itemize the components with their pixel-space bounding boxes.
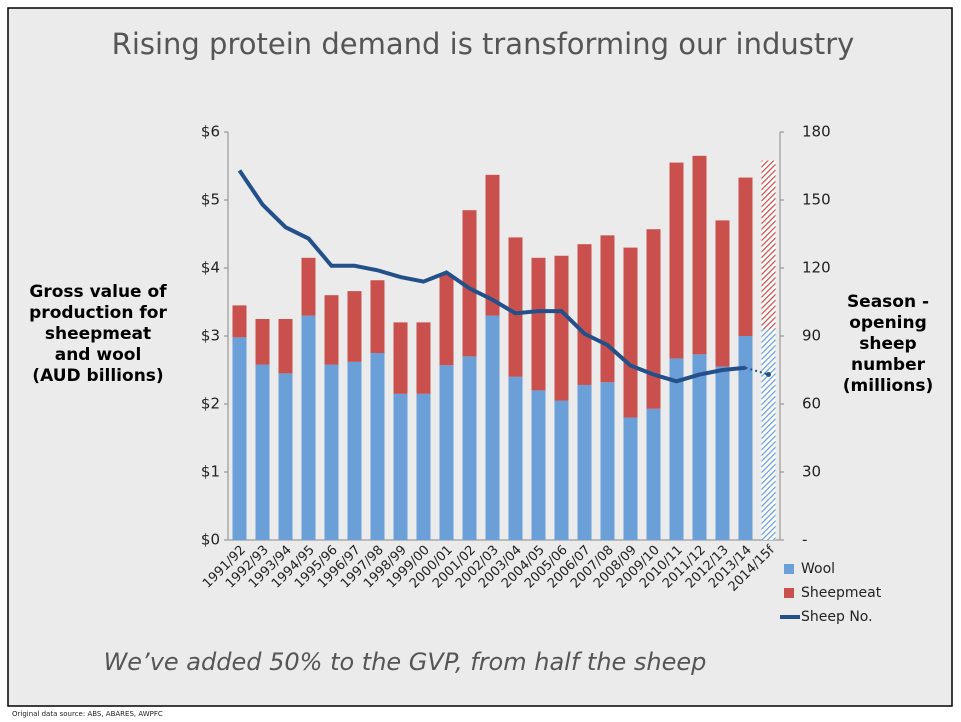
bar-wool <box>646 408 661 540</box>
bar-wool <box>738 336 753 540</box>
bar-sheepmeat <box>531 257 546 391</box>
y2-tick-label: 60 <box>802 395 821 413</box>
bar-wool <box>439 365 454 540</box>
annotation: We’ve added 50% to the GVP, from half th… <box>104 648 707 676</box>
bar-sheepmeat <box>255 319 270 365</box>
legend-label: Sheepmeat <box>801 585 882 601</box>
bar-sheepmeat <box>347 291 362 362</box>
bar-wool <box>485 315 500 540</box>
bar-sheepmeat <box>370 280 385 353</box>
bar-wool <box>324 364 339 540</box>
bar-sheepmeat <box>646 229 661 409</box>
y2-tick-label: 150 <box>802 191 831 209</box>
bar-sheepmeat <box>692 155 707 355</box>
bar-wool <box>255 364 270 540</box>
bar-wool <box>531 390 546 540</box>
bar-wool <box>416 393 431 540</box>
bar-wool <box>370 353 385 540</box>
bar-sheepmeat <box>232 305 247 338</box>
bar-sheepmeat <box>508 237 523 377</box>
y-tick-label: $1 <box>201 463 220 481</box>
bar-sheepmeat <box>439 274 454 366</box>
bar-sheepmeat <box>278 319 293 374</box>
bar-sheepmeat <box>301 257 316 316</box>
y-tick-label: $2 <box>201 395 220 413</box>
point-sheep-forecast <box>766 372 771 378</box>
legend-swatch <box>784 588 794 598</box>
bar-sheepmeat <box>393 322 408 394</box>
bar-wool <box>669 358 684 540</box>
legend-label: Wool <box>801 561 835 577</box>
bar-wool <box>393 393 408 540</box>
bar-wool <box>623 417 638 540</box>
bar-sheepmeat <box>416 322 431 394</box>
bar-sheepmeat <box>669 162 684 359</box>
bar-sheepmeat <box>715 220 730 367</box>
chart-title: Rising protein demand is transforming ou… <box>112 27 855 61</box>
bar-sheepmeat <box>485 174 500 316</box>
bar-wool <box>715 366 730 540</box>
line-sheep <box>237 169 746 384</box>
bar-wool <box>232 337 247 540</box>
y-tick-label: $4 <box>201 259 220 277</box>
bar-sheepmeat <box>623 247 638 418</box>
bar-wool <box>692 354 707 540</box>
y-tick-label: $3 <box>201 327 220 345</box>
y-tick-label: $5 <box>201 191 220 209</box>
y-axis-label: Gross value of production for sheepmeat … <box>29 282 167 386</box>
bar-sheepmeat <box>554 255 569 401</box>
y2-tick-label: 90 <box>802 327 821 345</box>
bar-wool <box>347 361 362 540</box>
bar-sheepmeat <box>324 295 339 365</box>
source: Original data source: ABS, ABARES, AWPFC <box>12 710 163 718</box>
line-sheep-forecast <box>745 366 769 376</box>
y-tick-label: $6 <box>201 123 220 141</box>
y2-tick-label: 120 <box>802 259 831 277</box>
y2-axis-label: Season -opening sheep number (millions) <box>842 292 934 396</box>
y-tick-label: $0 <box>201 531 220 549</box>
slide <box>7 7 953 707</box>
bar-wool <box>278 373 293 540</box>
y2-tick-label: - <box>802 531 807 549</box>
bar-sheepmeat <box>738 177 753 336</box>
y2-tick-label: 30 <box>802 463 821 481</box>
bar-sheepmeat <box>761 160 776 330</box>
bar-sheepmeat <box>462 210 477 357</box>
legend-swatch <box>784 564 794 574</box>
bar-wool <box>600 382 615 540</box>
bar-wool <box>462 356 477 540</box>
bar-wool <box>301 315 316 540</box>
bar-wool <box>577 384 592 540</box>
legend-label: Sheep No. <box>801 609 873 625</box>
bar-sheepmeat <box>600 235 615 383</box>
y2-tick-label: 180 <box>802 123 831 141</box>
bar-wool <box>761 329 776 540</box>
bar-wool <box>554 400 569 540</box>
bar-wool <box>508 376 523 540</box>
bar-sheepmeat <box>577 244 592 385</box>
